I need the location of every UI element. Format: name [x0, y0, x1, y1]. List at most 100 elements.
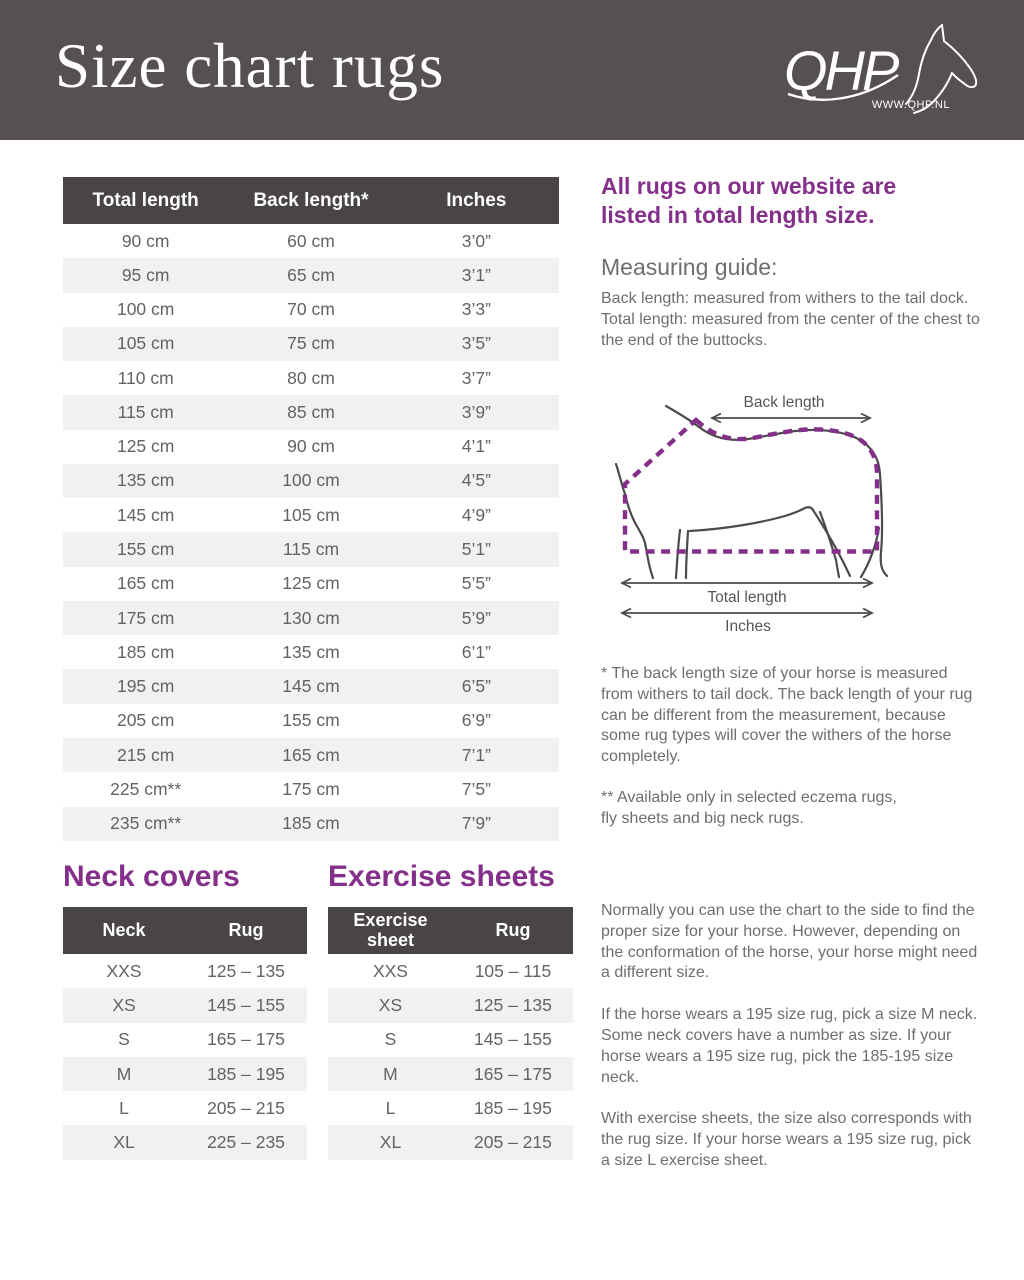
table-cell: 100 cm — [228, 463, 394, 499]
table-row: 105 cm 75 cm 3’5” — [63, 326, 559, 362]
total-length-label: Total length — [707, 589, 786, 606]
table-cell: 7’1” — [393, 737, 559, 773]
table-cell: S — [328, 1022, 453, 1057]
rug-outline-dashed — [622, 417, 880, 554]
table-cell: 70 cm — [228, 292, 394, 327]
table-cell: 60 cm — [228, 224, 394, 259]
table-row: 115 cm 85 cm 3’9” — [63, 395, 559, 430]
table-cell: XS — [328, 988, 453, 1023]
rug-size-table: Total length Back length* Inches 90 cm 60… — [63, 177, 559, 841]
table-cell: 225 – 235 — [185, 1125, 307, 1160]
horse-outline — [614, 404, 889, 580]
table-row: 100 cm 70 cm 3’3” — [63, 292, 559, 327]
table-cell: M — [63, 1056, 185, 1092]
logo-url: WWW.QHP.NL — [872, 99, 950, 111]
table-cell: 175 cm — [228, 772, 394, 807]
table-row: M 185 – 195 — [63, 1056, 307, 1092]
table-cell: 105 cm — [63, 326, 229, 362]
table-cell: 235 cm** — [63, 806, 229, 841]
table-cell: 7’9” — [393, 806, 559, 841]
table-cell: 65 cm — [228, 258, 394, 293]
table-row: XS 145 – 155 — [63, 988, 307, 1023]
table-cell: 110 cm — [63, 361, 229, 396]
table-cell: XXS — [328, 954, 453, 989]
table-row: 225 cm** 175 cm 7’5” — [63, 772, 559, 807]
qhp-logo-text: QHP — [784, 39, 899, 102]
table-row: 175 cm 130 cm 5’9” — [63, 600, 559, 636]
note-paragraph: With exercise sheets, the size also corr… — [601, 1110, 972, 1169]
table-cell: 155 cm — [63, 532, 229, 567]
table-cell: 5’5” — [393, 566, 559, 601]
table-cell: 185 – 195 — [452, 1091, 573, 1126]
table-cell: 115 cm — [228, 532, 394, 567]
table-cell: 4’1” — [393, 429, 559, 464]
table-header-row: Total length Back length* Inches — [63, 177, 559, 224]
table-row: 165 cm 125 cm 5’5” — [63, 566, 559, 601]
footnote-availability: ** Available only in selected eczema rug… — [601, 789, 897, 827]
table-cell: 185 cm — [228, 806, 394, 841]
table-cell: 95 cm — [63, 258, 229, 293]
table-row: S 145 – 155 — [328, 1022, 573, 1057]
table-row: 235 cm** 185 cm 7’9” — [63, 806, 559, 841]
table-cell: 100 cm — [63, 292, 229, 327]
table-cell: XL — [328, 1125, 453, 1160]
table-cell: 125 cm — [228, 566, 394, 601]
table-cell: 165 – 175 — [452, 1056, 573, 1092]
table-row: 135 cm 100 cm 4’5” — [63, 463, 559, 499]
table-row: 215 cm 165 cm 7’1” — [63, 737, 559, 773]
table-cell: S — [63, 1022, 185, 1057]
table-cell: L — [328, 1091, 453, 1126]
measuring-guide-title: Measuring guide: — [601, 254, 778, 280]
table-cell: 3’0” — [393, 224, 559, 259]
table-cell: 6’5” — [393, 669, 559, 704]
table-cell: 165 cm — [63, 566, 229, 601]
table-cell: 225 cm** — [63, 772, 229, 807]
column-header-rug: Rug — [185, 907, 307, 954]
table-cell: 75 cm — [228, 326, 394, 362]
table-cell: 80 cm — [228, 361, 394, 396]
table-cell: 5’1” — [393, 532, 559, 567]
table-row: 155 cm 115 cm 5’1” — [63, 532, 559, 567]
exercise-sheets-table: Exercise sheet Rug XXS 105 – 115 XS 125 – 1… — [328, 907, 573, 1160]
table-cell: 125 – 135 — [452, 988, 573, 1023]
table-row: XS 125 – 135 — [328, 988, 573, 1023]
table-row: S 165 – 175 — [63, 1022, 307, 1057]
table-cell: 4’5” — [393, 463, 559, 499]
table-cell: 205 – 215 — [452, 1125, 573, 1160]
table-header-row: Exercise sheet Rug — [328, 907, 573, 954]
table-row: 90 cm 60 cm 3’0” — [63, 224, 559, 259]
measuring-guide-text: Back length: measured from withers to th… — [601, 290, 980, 349]
inches-label: Inches — [725, 618, 771, 635]
table-row: XL 205 – 215 — [328, 1125, 573, 1160]
table-cell: 5’9” — [393, 600, 559, 636]
table-cell: 145 cm — [228, 669, 394, 704]
table-cell: 115 cm — [63, 395, 229, 430]
table-cell: 165 – 175 — [185, 1022, 307, 1057]
table-row: 195 cm 145 cm 6’5” — [63, 669, 559, 704]
table-cell: 145 – 155 — [185, 988, 307, 1023]
table-row: XL 225 – 235 — [63, 1125, 307, 1160]
table-cell: 3’7” — [393, 361, 559, 396]
table-cell: 185 – 195 — [185, 1056, 307, 1092]
table-header-row: Neck Rug — [63, 907, 307, 954]
column-header-rug: Rug — [452, 907, 573, 954]
header-band: Size chart rugs QHP WWW.QHP.NL — [0, 0, 1024, 140]
table-row: L 205 – 215 — [63, 1091, 307, 1126]
exercise-sheets-title: Exercise sheets — [328, 860, 555, 893]
table-row: 185 cm 135 cm 6’1” — [63, 635, 559, 670]
table-cell: 90 cm — [63, 224, 229, 259]
neck-covers-title: Neck covers — [63, 860, 240, 893]
table-row: 125 cm 90 cm 4’1” — [63, 429, 559, 464]
horse-measuring-diagram: Back length Total length Inches — [614, 394, 889, 635]
table-cell: 105 – 115 — [452, 954, 573, 989]
table-cell: 155 cm — [228, 703, 394, 738]
table-cell: 185 cm — [63, 635, 229, 670]
note-paragraph: If the horse wears a 195 size rug, pick … — [601, 1006, 978, 1086]
table-cell: 175 cm — [63, 600, 229, 636]
table-cell: 6’9” — [393, 703, 559, 738]
table-row: M 165 – 175 — [328, 1056, 573, 1092]
table-cell: XL — [63, 1125, 185, 1160]
intro-heading: All rugs on our website are listed in to… — [601, 173, 897, 229]
table-cell: 135 cm — [63, 463, 229, 499]
